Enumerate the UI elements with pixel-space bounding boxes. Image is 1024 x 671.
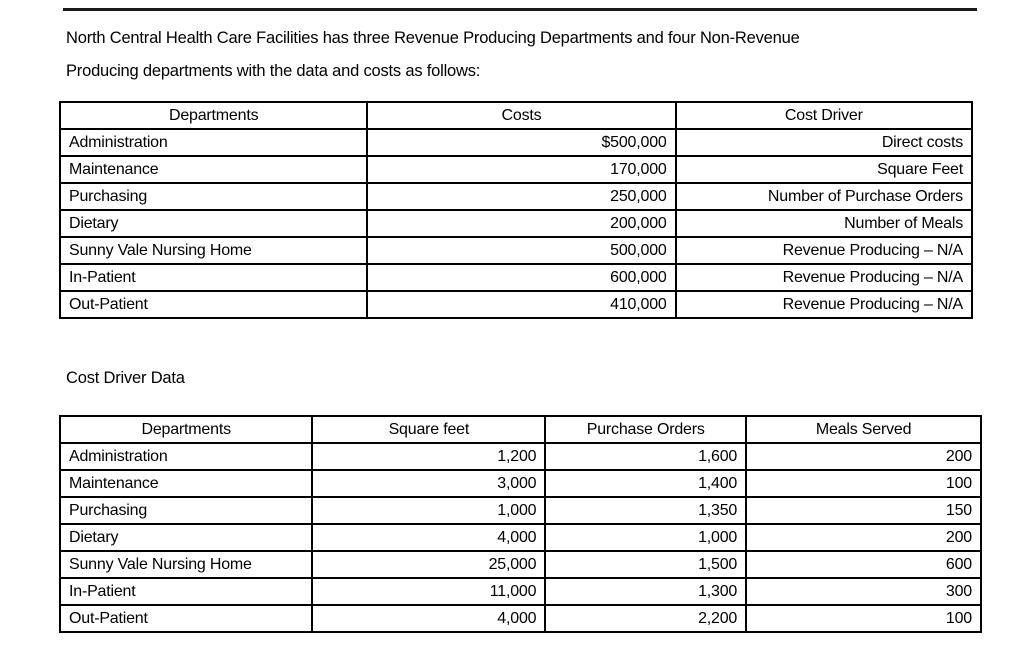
table-cell: 600,000: [366, 263, 677, 292]
table-cell: Direct costs: [674, 128, 974, 157]
table-cell: 4,000: [311, 523, 547, 552]
table-row: Maintenance 170,000 Square Feet: [58, 155, 974, 184]
table-cell: Revenue Producing – N/A: [674, 263, 974, 292]
top-rule-divider: [63, 8, 977, 11]
table-cell: 170,000: [366, 155, 677, 184]
table-row: In-Patient 600,000 Revenue Producing – N/A: [58, 263, 974, 292]
table-cell: 100: [745, 604, 982, 633]
costs-table-header-costs: Costs: [366, 101, 677, 130]
table-cell: Sunny Vale Nursing Home: [58, 236, 369, 265]
table-cell: Square Feet: [674, 155, 974, 184]
table-row: Dietary 200,000 Number of Meals: [58, 209, 974, 238]
table-row: In-Patient 11,000 1,300 300: [58, 577, 982, 606]
table-cell: Sunny Vale Nursing Home: [58, 550, 314, 579]
table-cell: 100: [745, 469, 982, 498]
table-cell: 11,000: [311, 577, 547, 606]
table-cell: 1,000: [311, 496, 547, 525]
table-cell: 1,600: [544, 442, 748, 471]
table-cell: 500,000: [366, 236, 677, 265]
table-cell: 1,500: [544, 550, 748, 579]
table-cell: Revenue Producing – N/A: [674, 290, 974, 319]
table-row: Purchasing 250,000 Number of Purchase Orde…: [58, 182, 974, 211]
table-row: Sunny Vale Nursing Home 500,000 Revenue Pr…: [58, 236, 974, 265]
intro-paragraph: North Central Health Care Facilities has…: [66, 22, 986, 88]
cost-driver-table-header-square-feet: Square feet: [311, 415, 547, 444]
table-row: Out-Patient 4,000 2,200 100: [58, 604, 982, 633]
table-cell: Purchasing: [58, 496, 314, 525]
table-cell: Number of Meals: [674, 209, 974, 238]
table-cell: Administration: [58, 128, 369, 157]
table-cell: Number of Purchase Orders: [674, 182, 974, 211]
costs-table-header-cost-driver: Cost Driver: [674, 101, 974, 130]
table-cell: 1,350: [544, 496, 748, 525]
costs-table-header-departments: Departments: [58, 101, 369, 130]
table-row: Maintenance 3,000 1,400 100: [58, 469, 982, 498]
table-cell: 3,000: [311, 469, 547, 498]
table-cell: 4,000: [311, 604, 547, 633]
table-cell: 600: [745, 550, 982, 579]
table-row: Administration 1,200 1,600 200: [58, 442, 982, 471]
table-cell: 1,300: [544, 577, 748, 606]
table-cell: 2,200: [544, 604, 748, 633]
table-cell: 1,000: [544, 523, 748, 552]
table-cell: Maintenance: [58, 469, 314, 498]
intro-line-1: North Central Health Care Facilities has…: [66, 29, 800, 47]
table-cell: Out-Patient: [58, 604, 314, 633]
table-cell: Maintenance: [58, 155, 369, 184]
table-cell: 200: [745, 523, 982, 552]
table-cell: Dietary: [58, 523, 314, 552]
table-cell: Administration: [58, 442, 314, 471]
table-row: Sunny Vale Nursing Home 25,000 1,500 600: [58, 550, 982, 579]
table-cell: 150: [745, 496, 982, 525]
table-cell: $500,000: [366, 128, 677, 157]
cost-driver-data-table: Departments Square feet Purchase Orders …: [58, 415, 982, 633]
table-cell: 25,000: [311, 550, 547, 579]
table-cell: Dietary: [58, 209, 369, 238]
table-cell: 300: [745, 577, 982, 606]
cost-driver-table-header-purchase-orders: Purchase Orders: [544, 415, 748, 444]
table-cell: In-Patient: [58, 577, 314, 606]
table-row: Out-Patient 410,000 Revenue Producing – N/…: [58, 290, 974, 319]
table-cell: Revenue Producing – N/A: [674, 236, 974, 265]
table-cell: 1,400: [544, 469, 748, 498]
cost-driver-table-header-departments: Departments: [58, 415, 314, 444]
table-cell: 200,000: [366, 209, 677, 238]
table-row: Dietary 4,000 1,000 200: [58, 523, 982, 552]
table-cell: 410,000: [366, 290, 677, 319]
table-cell: 1,200: [311, 442, 547, 471]
table-cell: 200: [745, 442, 982, 471]
costs-table: Departments Costs Cost Driver Administra…: [58, 101, 974, 319]
cost-driver-table-header-meals-served: Meals Served: [745, 415, 982, 444]
costs-table-body: Administration $500,000 Direct costs Mainte…: [58, 128, 974, 319]
table-row: Administration $500,000 Direct costs: [58, 128, 974, 157]
costs-table-header-row: Departments Costs Cost Driver: [58, 101, 974, 130]
table-row: Purchasing 1,000 1,350 150: [58, 496, 982, 525]
cost-driver-table-header-row: Departments Square feet Purchase Orders …: [58, 415, 982, 444]
cost-driver-table-body: Administration 1,200 1,600 200 Maintenance 3,…: [58, 442, 982, 633]
intro-line-2: Producing departments with the data and …: [66, 62, 481, 80]
table-cell: In-Patient: [58, 263, 369, 292]
table-cell: 250,000: [366, 182, 677, 211]
section-label-cost-driver-data: Cost Driver Data: [66, 369, 185, 387]
table-cell: Out-Patient: [58, 290, 369, 319]
table-cell: Purchasing: [58, 182, 369, 211]
